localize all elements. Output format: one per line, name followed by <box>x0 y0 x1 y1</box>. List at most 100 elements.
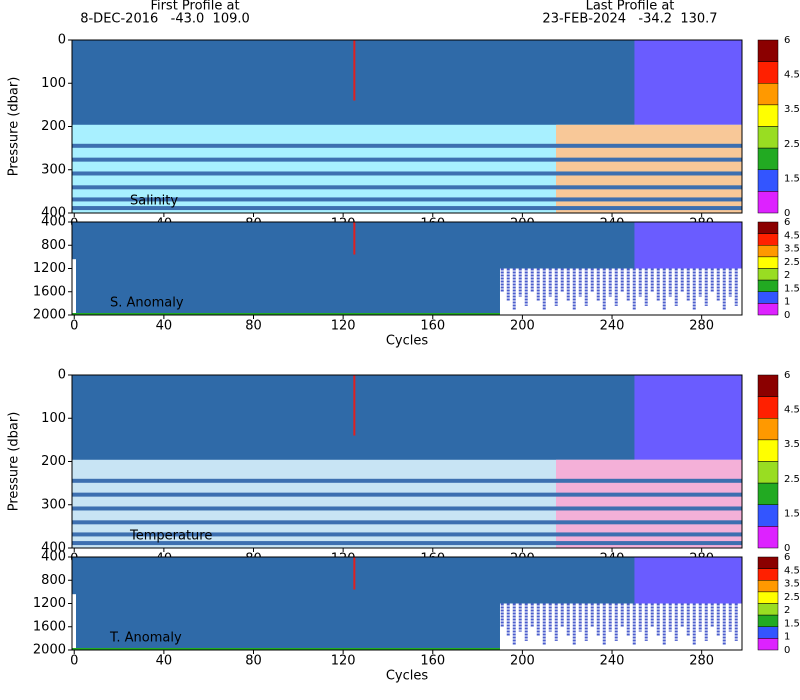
stripe <box>72 197 742 202</box>
y-tick-label: 100 <box>41 76 66 91</box>
colorbar-label: 2 <box>784 270 790 281</box>
y-tick-label: 300 <box>41 162 66 177</box>
stripe <box>72 541 742 546</box>
colorbar-label: 4.5 <box>784 405 800 416</box>
colorbar-swatch <box>757 638 779 651</box>
panel-label: Salinity <box>130 194 178 209</box>
colorbar-label: 0 <box>784 310 790 321</box>
colorbar-swatch <box>757 147 779 170</box>
colorbar-label: 4.5 <box>784 230 800 241</box>
stripe <box>72 171 742 176</box>
colorbar-label: 3.5 <box>784 244 800 255</box>
stripe <box>72 520 742 525</box>
y-tick-label: 400 <box>41 215 66 230</box>
colorbar-label: 3.5 <box>784 579 800 590</box>
field <box>72 222 742 315</box>
colorbar-label: 3.5 <box>784 104 800 115</box>
last-profile-label: Last Profile at <box>586 0 675 14</box>
colorbar-swatch <box>757 418 779 441</box>
stripe <box>72 506 742 511</box>
x-tick-label: 200 <box>510 654 535 669</box>
colorbar-label: 2 <box>784 605 790 616</box>
colorbar-label: 2.5 <box>784 474 800 485</box>
x-tick-label: 120 <box>331 654 356 669</box>
stripe <box>72 492 742 497</box>
colorbar-label: 2.5 <box>784 592 800 603</box>
panel-label: Temperature <box>129 529 212 544</box>
colorbar-label: 2.5 <box>784 257 800 268</box>
colorbar-label: 6 <box>784 370 790 381</box>
colorbar-label: 2.5 <box>784 139 800 150</box>
colorbar-swatch <box>757 245 779 258</box>
panel-label: T. Anomaly <box>109 631 182 646</box>
x-tick-label: 40 <box>156 654 173 669</box>
stripe <box>72 143 742 148</box>
panel-label: S. Anomaly <box>110 296 184 311</box>
colorbar-swatch <box>757 374 779 397</box>
x-tick-label: 240 <box>600 319 625 334</box>
y-tick-label: 800 <box>41 573 66 588</box>
field <box>72 40 742 213</box>
colorbar-swatch <box>757 221 779 234</box>
colorbar-swatch <box>757 256 779 269</box>
y-tick-label: 400 <box>41 206 66 221</box>
colorbar-swatch <box>757 303 779 316</box>
x-tick-label: 200 <box>510 319 535 334</box>
colorbar-swatch <box>757 169 779 192</box>
stripe <box>72 206 742 211</box>
stripe <box>72 532 742 537</box>
x-tick-label: 120 <box>331 319 356 334</box>
x-tick-label: 280 <box>689 319 714 334</box>
no-data <box>72 259 76 315</box>
y-axis-label: Pressure (dbar) <box>7 77 22 177</box>
colorbar-swatch <box>757 504 779 527</box>
colorbar-swatch <box>757 126 779 149</box>
y-tick-label: 100 <box>41 411 66 426</box>
y-tick-label: 0 <box>58 33 66 48</box>
colorbar-swatch <box>757 233 779 246</box>
colorbar-swatch <box>757 614 779 627</box>
x-tick-label: 40 <box>156 319 173 334</box>
colorbar-swatch <box>757 279 779 292</box>
colorbar-label: 4.5 <box>784 70 800 81</box>
y-tick-label: 800 <box>41 238 66 253</box>
colorbar-label: 6 <box>784 552 790 563</box>
y-tick-label: 2000 <box>33 308 66 323</box>
colorbar-label: 6 <box>784 35 790 46</box>
colorbar-label: 0 <box>784 543 790 554</box>
colorbar-label: 1.5 <box>784 283 800 294</box>
colorbar-swatch <box>757 526 779 549</box>
colorbar-label: 1.5 <box>784 508 800 519</box>
y-tick-label: 400 <box>41 541 66 556</box>
y-tick-label: 2000 <box>33 643 66 658</box>
no-data <box>499 268 742 315</box>
colorbar-swatch <box>757 439 779 462</box>
colorbar-swatch <box>757 39 779 62</box>
stripe <box>72 185 742 190</box>
y-tick-label: 200 <box>41 454 66 469</box>
y-tick-label: 1600 <box>33 619 66 634</box>
colorbar-swatch <box>757 396 779 419</box>
colorbar-swatch <box>757 291 779 304</box>
y-tick-label: 1200 <box>33 261 66 276</box>
colorbar-swatch <box>757 191 779 214</box>
colorbar-label: 1.5 <box>784 618 800 629</box>
x-tick-label: 280 <box>689 654 714 669</box>
colorbar-swatch <box>757 568 779 581</box>
colorbar-swatch <box>757 268 779 281</box>
x-tick-label: 240 <box>600 654 625 669</box>
colorbar-swatch <box>757 461 779 484</box>
no-data <box>499 603 742 650</box>
stripe <box>72 157 742 162</box>
y-tick-label: 1200 <box>33 596 66 611</box>
colorbar-swatch <box>757 580 779 593</box>
no-data <box>72 594 76 650</box>
colorbar-swatch <box>757 83 779 106</box>
y-tick-label: 200 <box>41 119 66 134</box>
colorbar-label: 6 <box>784 217 790 228</box>
x-tick-label: 0 <box>70 319 78 334</box>
colorbar-label: 1.5 <box>784 173 800 184</box>
stripe <box>72 478 742 483</box>
y-tick-label: 400 <box>41 550 66 565</box>
